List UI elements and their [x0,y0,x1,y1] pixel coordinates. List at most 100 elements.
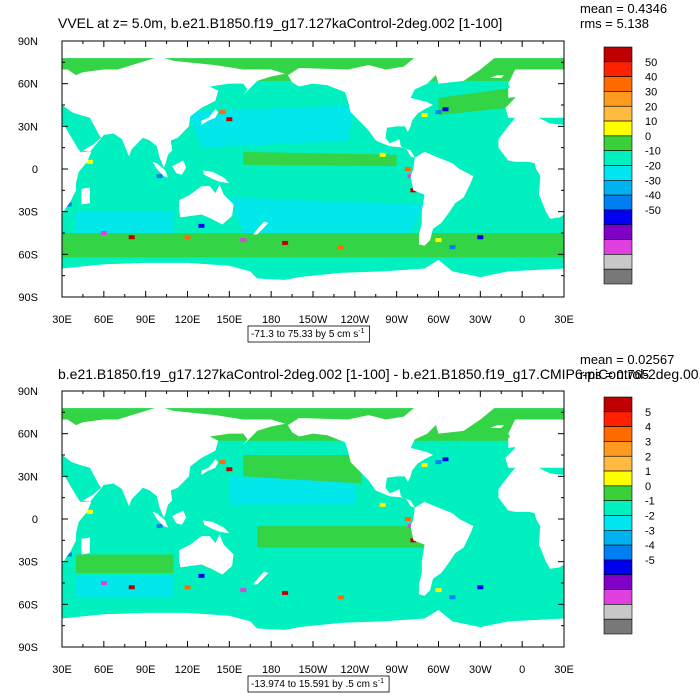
panel-title: VVEL at z= 5.0m, b.e21.B1850.f19_g17.127… [58,15,502,31]
x-tick-label: 150E [216,314,242,326]
x-tick-label: 150W [299,314,328,326]
hotspot-4 [442,107,449,112]
colorbar-swatch-0 [603,46,633,63]
stat-rms: rms = 5.138 [580,16,649,31]
y-tick-label: 60N [18,79,38,91]
land-europe-east [505,419,564,468]
colorbar-swatch-12 [603,574,633,590]
land-new-guinea [202,520,230,534]
colorbar-label: 10 [645,116,657,128]
colorbar-swatch-13 [603,589,633,605]
panel-title: b.e21.B1850.f19_g17.127kaControl-2deg.00… [58,366,700,382]
hotspot-3 [435,460,442,465]
stat-mean: mean = 0.02567 [580,352,674,367]
colorbar-label: 30 [645,86,657,98]
colorbar-swatch-7 [603,500,633,516]
x-tick-label: 30E [554,664,574,676]
stat-mean: mean = 0.4346 [580,1,667,16]
hotspot-17 [100,231,107,235]
colorbar-swatch-11 [603,559,633,576]
zonal-band-2 [438,86,523,115]
x-tick-label: 120E [175,664,201,676]
x-tick-label: 60E [94,314,114,326]
colorbar-swatch-6 [603,485,633,501]
land-new-guinea [202,170,230,184]
hotspot-20 [86,159,93,164]
hotspot-2 [421,112,428,117]
land-south-america [410,501,474,596]
land-africa-east [498,466,594,569]
colorbar-label: -4 [645,540,655,552]
hotspot-12 [282,240,289,245]
colorbar-label: 2 [645,451,651,463]
colorbar-swatch-6 [603,135,633,151]
land-new-zealand [253,221,269,235]
range-box [247,325,371,343]
range-label: -13.974 to 15.591 by .5 cm s-1 [247,675,390,693]
x-tick-label: 90E [136,664,156,676]
colorbar-label: 0 [645,481,651,493]
colorbar-swatch-5 [603,120,633,137]
ocean-shade-2 [75,211,174,233]
land-iceland-west [490,75,505,78]
range-box [247,675,390,693]
hotspot-0 [226,117,233,122]
land-eurasia [62,406,286,518]
colorbar-label: -2 [645,511,655,523]
colorbar-swatch-10 [603,194,633,211]
colorbar-swatch-9 [603,530,633,546]
colorbar-label: 40 [645,72,657,84]
x-tick-label: 30E [52,664,72,676]
colorbar-swatch-1 [603,61,633,77]
colorbar-label: 50 [645,57,657,69]
land-borneo [172,510,187,525]
x-tick-label: 30W [469,664,492,676]
x-tick-label: 30E [52,314,72,326]
colorbar-swatch-10 [603,544,633,561]
land-greenland [424,400,495,434]
colorbar-label: 20 [645,101,657,113]
colorbar-swatch-2 [603,76,633,92]
hotspot-9 [156,174,163,179]
x-tick-label: 120W [340,314,369,326]
hotspot-8 [379,502,386,507]
x-tick-label: 0 [519,664,525,676]
hotspot-18 [128,585,135,590]
hotspot-11 [240,588,247,593]
land-eurasia [62,56,286,168]
hotspot-12 [282,590,289,595]
hotspot-1 [219,460,226,465]
colorbar-label: -20 [645,161,661,173]
hotspot-13 [337,245,344,250]
y-tick-label: 30N [18,121,38,133]
colorbar-swatch-1 [603,411,633,427]
y-tick-label: 90N [18,36,38,48]
colorbar-swatch-2 [603,426,633,442]
zonal-band-1 [243,455,362,484]
colorbar-label: 0 [645,131,651,143]
x-tick-label: 90W [385,664,408,676]
colorbar-label: 4 [645,422,651,434]
colorbar-swatch-9 [603,180,633,196]
land-japan [201,459,219,475]
ocean-shade-0 [75,575,174,598]
hotspot-19 [184,585,191,590]
y-tick-label: 90S [18,642,38,654]
y-tick-label: 30S [18,557,38,569]
panel-1: 30E 60E 90E 120E 150E 180 150W 120W 90W 60W 30W 0 30… [0,1,667,343]
colorbar-swatch-7 [603,150,633,166]
y-tick-label: 90S [18,292,38,304]
colorbar-swatch-5 [603,470,633,487]
colorbar-swatch-15 [603,618,633,635]
land-madagascar [81,537,90,555]
hotspot-10 [198,223,205,228]
land-greenland [424,50,495,84]
hotspot-10 [198,573,205,578]
hotspot-17 [100,581,107,585]
colorbar-label: -30 [645,175,661,187]
x-tick-label: 150W [299,664,328,676]
land-africa-west [0,116,92,219]
colorbar-swatch-15 [603,268,633,285]
stat-rms: rms = 0.765 [580,367,649,382]
x-tick-label: 0 [519,314,525,326]
